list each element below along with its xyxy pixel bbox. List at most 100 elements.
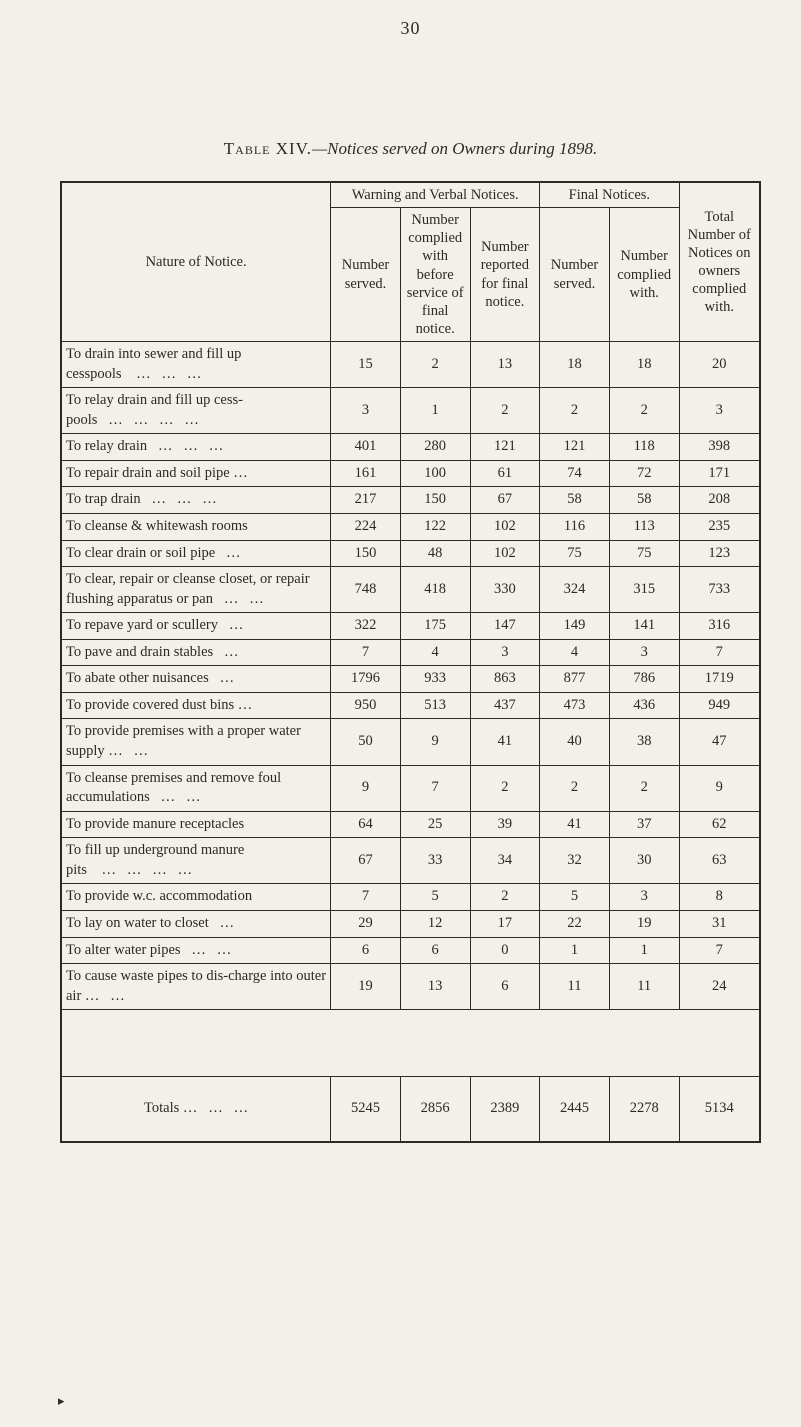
- row-value: 1: [400, 388, 470, 434]
- totals-label: Totals … … …: [61, 1077, 331, 1142]
- row-value: 3: [679, 388, 760, 434]
- row-value: 877: [540, 666, 610, 693]
- row-value: 3: [609, 884, 679, 911]
- row-value: 933: [400, 666, 470, 693]
- row-value: 20: [679, 342, 760, 388]
- row-value: 39: [470, 811, 540, 838]
- row-label: To cause waste pipes to dis-charge into …: [61, 964, 331, 1010]
- row-value: 31: [679, 910, 760, 937]
- row-label: To repave yard or scullery …: [61, 613, 331, 640]
- row-value: 3: [331, 388, 401, 434]
- totals-v5: 5134: [679, 1077, 760, 1142]
- row-value: 1: [540, 937, 610, 964]
- row-value: 122: [400, 513, 470, 540]
- row-value: 7: [679, 937, 760, 964]
- row-value: 786: [609, 666, 679, 693]
- row-value: 5: [400, 884, 470, 911]
- row-value: 513: [400, 692, 470, 719]
- row-value: 436: [609, 692, 679, 719]
- row-value: 437: [470, 692, 540, 719]
- row-value: 11: [540, 964, 610, 1010]
- row-value: 116: [540, 513, 610, 540]
- totals-v3: 2445: [540, 1077, 610, 1142]
- row-label: To alter water pipes … …: [61, 937, 331, 964]
- row-value: 41: [470, 719, 540, 765]
- row-value: 2: [540, 388, 610, 434]
- row-value: 121: [470, 434, 540, 461]
- row-value: 72: [609, 460, 679, 487]
- row-value: 141: [609, 613, 679, 640]
- row-value: 3: [470, 639, 540, 666]
- row-value: 7: [679, 639, 760, 666]
- notices-table: Nature of Notice. Warning and Verbal Not…: [60, 181, 761, 1143]
- row-label: To fill up underground manure pits … … ……: [61, 838, 331, 884]
- colgroup-warning-verbal: Warning and Verbal Notices.: [331, 182, 540, 208]
- row-value: 6: [400, 937, 470, 964]
- row-value: 11: [609, 964, 679, 1010]
- totals-v0: 5245: [331, 1077, 401, 1142]
- title-rest: —Notices served on Owners during 1898.: [312, 139, 597, 158]
- table-title: Table XIV.—Notices served on Owners duri…: [60, 139, 761, 159]
- row-value: 217: [331, 487, 401, 514]
- row-value: 9: [331, 765, 401, 811]
- row-value: 315: [609, 567, 679, 613]
- row-label: To trap drain … … …: [61, 487, 331, 514]
- col-complied-before: Number complied with before service of f…: [400, 208, 470, 342]
- row-value: 3: [609, 639, 679, 666]
- row-value: 22: [540, 910, 610, 937]
- row-value: 25: [400, 811, 470, 838]
- row-label: To relay drain and fill up cess-pools … …: [61, 388, 331, 434]
- row-label: To pave and drain stables …: [61, 639, 331, 666]
- row-value: 50: [331, 719, 401, 765]
- row-value: 40: [540, 719, 610, 765]
- row-value: 0: [470, 937, 540, 964]
- row-value: 34: [470, 838, 540, 884]
- row-value: 63: [679, 838, 760, 884]
- row-value: 38: [609, 719, 679, 765]
- corner-mark-icon: ▸: [58, 1393, 65, 1409]
- row-value: 6: [470, 964, 540, 1010]
- row-label: To abate other nuisances …: [61, 666, 331, 693]
- row-value: 149: [540, 613, 610, 640]
- row-value: 2: [470, 884, 540, 911]
- row-value: 12: [400, 910, 470, 937]
- row-label: To provide manure receptacles: [61, 811, 331, 838]
- totals-v2: 2389: [470, 1077, 540, 1142]
- row-value: 48: [400, 540, 470, 567]
- row-value: 74: [540, 460, 610, 487]
- row-value: 19: [331, 964, 401, 1010]
- row-value: 61: [470, 460, 540, 487]
- row-label: To repair drain and soil pipe …: [61, 460, 331, 487]
- col-reported-final: Number reported for final notice.: [470, 208, 540, 342]
- row-value: 949: [679, 692, 760, 719]
- row-label: To drain into sewer and fill up cesspool…: [61, 342, 331, 388]
- row-value: 30: [609, 838, 679, 884]
- title-prefix: Table XIV.: [224, 139, 312, 158]
- row-value: 67: [470, 487, 540, 514]
- row-value: 5: [540, 884, 610, 911]
- row-label: To provide w.c. accommodation: [61, 884, 331, 911]
- row-value: 401: [331, 434, 401, 461]
- totals-v4: 2278: [609, 1077, 679, 1142]
- col-total: Total Number of Notices on owners compli…: [679, 182, 760, 342]
- row-value: 113: [609, 513, 679, 540]
- row-label: To cleanse premises and remove foul accu…: [61, 765, 331, 811]
- row-label: To relay drain … … …: [61, 434, 331, 461]
- row-label: To lay on water to closet …: [61, 910, 331, 937]
- col-final-number-served: Number served.: [540, 208, 610, 342]
- row-value: 150: [400, 487, 470, 514]
- row-value: 47: [679, 719, 760, 765]
- row-value: 171: [679, 460, 760, 487]
- row-value: 150: [331, 540, 401, 567]
- row-value: 398: [679, 434, 760, 461]
- row-value: 280: [400, 434, 470, 461]
- row-value: 17: [470, 910, 540, 937]
- row-label: To provide premises with a proper water …: [61, 719, 331, 765]
- row-value: 33: [400, 838, 470, 884]
- row-value: 316: [679, 613, 760, 640]
- row-value: 13: [400, 964, 470, 1010]
- row-value: 9: [400, 719, 470, 765]
- row-value: 175: [400, 613, 470, 640]
- row-value: 13: [470, 342, 540, 388]
- row-value: 15: [331, 342, 401, 388]
